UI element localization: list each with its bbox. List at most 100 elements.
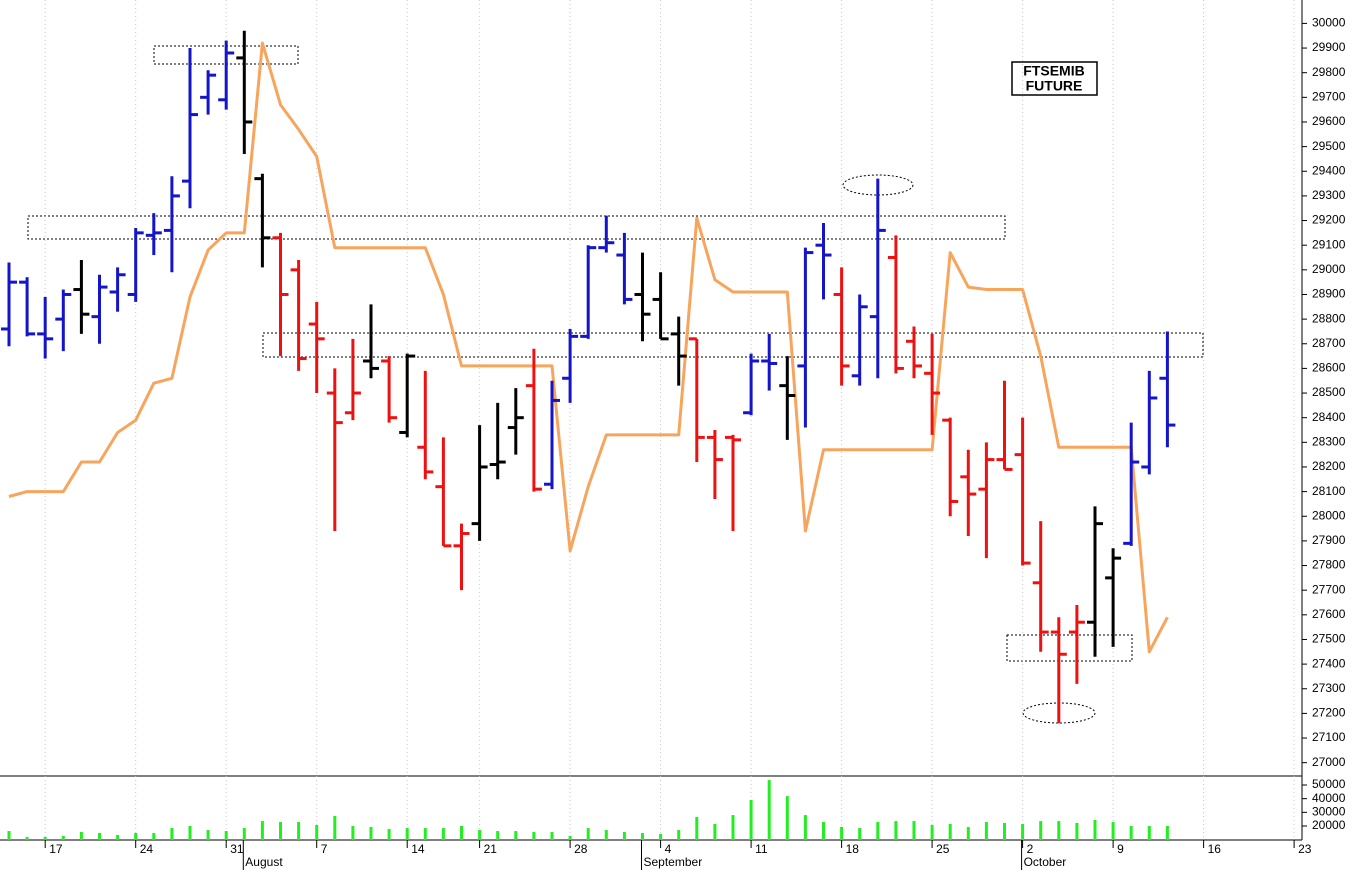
annotations (27, 45, 1204, 724)
volume-bar (351, 825, 355, 840)
volume-bar (460, 825, 463, 840)
y-tick-label: 27600 (1312, 607, 1346, 621)
y-tick-label: 27900 (1312, 533, 1346, 547)
dashed-ellipse (842, 174, 914, 196)
volume-bar (930, 825, 934, 840)
volume-bar (604, 829, 608, 840)
volume-bar (713, 823, 717, 840)
volume-bar (478, 829, 482, 840)
volume-bar (79, 832, 83, 840)
y-tick-label: 29200 (1312, 213, 1346, 227)
x-tick-label: 24 (140, 842, 154, 856)
volume-bar (496, 831, 500, 840)
volume-bar (1075, 822, 1079, 840)
x-tick-label: 21 (484, 842, 498, 856)
volume-bar (242, 828, 246, 840)
x-tick-label: 4 (665, 842, 672, 856)
month-label: September (644, 855, 703, 869)
volume-bar (785, 796, 789, 840)
volume-bar (767, 780, 771, 840)
volume-bar (532, 832, 536, 840)
x-tick-label: 9 (1117, 842, 1124, 856)
volume-bar (98, 832, 101, 840)
x-tick-label: 11 (755, 842, 768, 856)
volume-bar (134, 832, 138, 840)
x-tick-label: 17 (49, 842, 63, 856)
y-tick-label: 27100 (1312, 730, 1346, 744)
volume-bar (297, 822, 301, 840)
volume-bar (188, 825, 192, 840)
volume-bar (622, 832, 626, 840)
y-tick-label: 20000 (1312, 818, 1346, 832)
y-tick-label: 28500 (1312, 385, 1346, 399)
volume-bar (1129, 825, 1133, 840)
y-tick-label: 28400 (1312, 410, 1346, 424)
volume-bar (279, 822, 282, 840)
x-tick-label: 7 (321, 842, 328, 856)
volume-bar (25, 836, 29, 840)
volume-bar (333, 816, 337, 840)
y-tick-label: 28100 (1312, 484, 1346, 498)
x-tick-label: 28 (574, 842, 588, 856)
y-tick-label: 29900 (1312, 40, 1346, 54)
chart-title: FUTURE (1026, 78, 1083, 94)
y-tick-label: 29700 (1312, 90, 1346, 104)
y-tick-label: 27400 (1312, 656, 1346, 670)
volume-bar (1057, 821, 1061, 840)
volume-bar (116, 835, 120, 840)
dashed-box (27, 215, 1006, 240)
volume-bar (1093, 819, 1097, 840)
y-tick-label: 27500 (1312, 632, 1346, 646)
y-tick-label: 28800 (1312, 311, 1346, 325)
chart-title: FTSEMIB (1023, 63, 1084, 79)
volume-bar (152, 832, 156, 840)
y-tick-label: 28900 (1312, 287, 1346, 301)
volume-bar (405, 828, 409, 840)
y-tick-label: 29400 (1312, 163, 1346, 177)
volume-bar (1165, 825, 1169, 840)
volume-bar (1039, 821, 1043, 840)
y-tick-label: 30000 (1312, 805, 1346, 819)
volume-bar (803, 815, 807, 840)
x-tick-label: 2 (1027, 842, 1034, 856)
volume-bar (659, 833, 663, 840)
volume-bar (677, 829, 681, 840)
volume-bar (840, 826, 844, 840)
y-tick-label: 40000 (1312, 791, 1346, 805)
y-tick-label: 30000 (1312, 16, 1346, 30)
month-label: October (1024, 855, 1067, 869)
y-tick-label: 27000 (1312, 755, 1346, 769)
volume-bar (387, 829, 391, 840)
volume-bar (912, 821, 916, 840)
volume-bar (586, 828, 590, 840)
y-tick-label: 27200 (1312, 706, 1346, 720)
volume-bar (641, 832, 644, 840)
x-tick-label: 18 (846, 842, 860, 856)
volume-bar (514, 831, 518, 840)
volume-bar (423, 828, 427, 840)
y-tick-label: 28600 (1312, 361, 1346, 375)
volume-bar (568, 835, 572, 840)
volume-bar (695, 816, 699, 840)
volume-bar (731, 815, 735, 840)
y-tick-label: 29000 (1312, 262, 1346, 276)
volume-bar (1021, 823, 1025, 840)
dashed-box (1006, 634, 1133, 662)
volume-bar (948, 823, 952, 840)
volume-bar (224, 831, 228, 840)
overlay-line (8, 41, 1169, 654)
title-box (1011, 61, 1098, 96)
y-tick-label: 29100 (1312, 237, 1346, 251)
volume-bar (315, 825, 319, 840)
volume-bar (170, 828, 174, 840)
y-tick-label: 27700 (1312, 582, 1346, 596)
volume-bar (858, 828, 862, 840)
x-tick-label: 31 (230, 842, 244, 856)
volume-bar (1147, 825, 1151, 840)
volume-bar (369, 826, 373, 840)
dashed-box (262, 332, 1204, 358)
y-tick-label: 29500 (1312, 139, 1346, 153)
volume-bar (966, 826, 970, 840)
y-tick-label: 29600 (1312, 114, 1346, 128)
